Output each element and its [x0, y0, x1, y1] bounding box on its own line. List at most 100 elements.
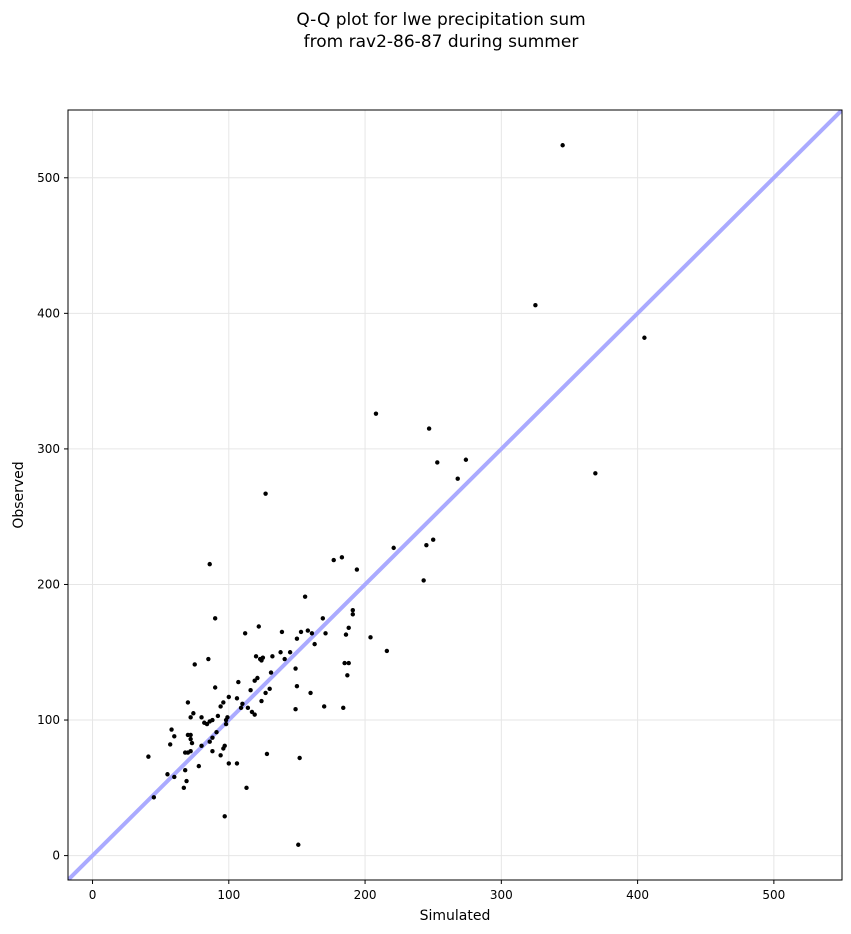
- data-point: [455, 476, 460, 481]
- data-point: [282, 656, 287, 662]
- data-point: [341, 705, 346, 711]
- data-point: [350, 612, 355, 617]
- data-point: [221, 700, 226, 705]
- data-point: [240, 701, 245, 706]
- data-point: [165, 772, 170, 777]
- data-point: [202, 720, 207, 725]
- data-point: [245, 705, 251, 711]
- data-point: [188, 715, 193, 720]
- data-point: [256, 624, 261, 629]
- data-point: [199, 743, 204, 748]
- data-point: [196, 763, 202, 769]
- data-point: [221, 746, 226, 751]
- data-point: [342, 660, 347, 666]
- data-point: [212, 685, 218, 690]
- y-axis-label: Observed: [11, 461, 27, 528]
- x-axis-label: Simulated: [420, 908, 491, 924]
- y-tick-label: 400: [37, 306, 60, 320]
- data-point: [191, 711, 196, 716]
- data-point: [189, 740, 195, 746]
- data-point: [146, 754, 151, 759]
- data-point: [426, 426, 432, 431]
- data-point: [185, 700, 191, 705]
- y-tick-label: 300: [37, 442, 60, 456]
- plot-area: [68, 110, 842, 880]
- data-point: [253, 654, 259, 659]
- x-tick-label: 400: [626, 888, 649, 902]
- data-point: [346, 625, 351, 631]
- data-point: [242, 631, 248, 636]
- data-point: [323, 631, 328, 636]
- data-point: [331, 557, 336, 563]
- data-point: [312, 641, 317, 647]
- data-point: [463, 457, 469, 462]
- data-point: [236, 679, 241, 685]
- data-point: [252, 712, 257, 717]
- data-point: [560, 143, 565, 148]
- data-point: [343, 632, 349, 637]
- data-point: [223, 717, 229, 723]
- data-point: [287, 650, 293, 655]
- x-tick-label: 500: [762, 888, 785, 902]
- y-tick-label: 0: [52, 849, 60, 863]
- data-point: [207, 561, 212, 567]
- data-point: [294, 683, 300, 689]
- data-point: [172, 774, 177, 780]
- data-point: [192, 662, 197, 667]
- data-point: [346, 660, 351, 666]
- data-point: [293, 706, 298, 712]
- data-point: [169, 727, 174, 732]
- grid-lines: [68, 110, 842, 880]
- x-tick-label: 200: [354, 888, 377, 902]
- data-point: [297, 755, 302, 761]
- data-point: [373, 411, 379, 416]
- data-point: [255, 675, 260, 681]
- data-point: [279, 629, 285, 635]
- data-point: [593, 471, 598, 476]
- data-point: [302, 594, 308, 599]
- data-point: [350, 608, 355, 613]
- data-point: [244, 785, 249, 791]
- data-point: [368, 635, 373, 640]
- data-point: [185, 732, 191, 738]
- data-point: [210, 749, 215, 754]
- data-point: [207, 719, 212, 724]
- reference-line: [68, 110, 842, 880]
- data-point: [218, 704, 223, 709]
- data-point: [309, 631, 315, 636]
- x-tick-label: 100: [217, 888, 240, 902]
- data-points: [146, 143, 647, 847]
- plot-frame: [67, 109, 843, 881]
- y-axis-ticks: 0 100 200 300 400 500: [37, 171, 68, 863]
- data-point: [249, 709, 255, 715]
- data-point: [435, 460, 440, 465]
- data-point: [259, 698, 264, 704]
- data-point: [226, 694, 231, 700]
- data-point: [320, 616, 326, 621]
- data-point: [248, 688, 253, 693]
- data-point: [199, 715, 204, 720]
- data-point: [259, 658, 264, 663]
- data-point: [339, 555, 345, 560]
- data-point: [182, 767, 188, 773]
- data-point: [214, 730, 219, 735]
- data-point: [268, 670, 274, 675]
- data-point: [298, 629, 304, 635]
- data-point: [305, 628, 311, 633]
- x-tick-label: 0: [89, 888, 97, 902]
- data-point: [151, 795, 157, 800]
- data-point: [184, 778, 189, 784]
- data-point: [642, 335, 647, 340]
- data-point: [321, 704, 327, 709]
- chart-title-line-1: Q-Q plot for lwe precipitation sum: [296, 10, 585, 30]
- data-point: [264, 751, 270, 757]
- data-point: [263, 690, 268, 696]
- data-point: [384, 648, 390, 654]
- data-point: [234, 696, 240, 701]
- data-point: [172, 734, 177, 739]
- data-point: [234, 761, 240, 766]
- data-point: [430, 537, 436, 542]
- y-tick-label: 200: [37, 577, 60, 591]
- data-point: [223, 721, 229, 727]
